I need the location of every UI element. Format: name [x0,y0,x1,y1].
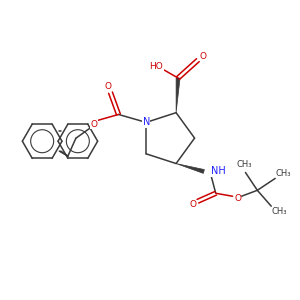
Text: N: N [142,117,150,128]
Text: CH₃: CH₃ [237,160,252,169]
Polygon shape [176,78,180,113]
Text: O: O [199,52,206,61]
Text: HO: HO [149,61,163,70]
Polygon shape [176,164,204,173]
Text: O: O [104,82,111,91]
Text: O: O [189,200,197,209]
Text: CH₃: CH₃ [275,169,291,178]
Text: O: O [90,120,97,129]
Text: CH₃: CH₃ [272,207,287,216]
Text: O: O [234,194,241,203]
Text: NH: NH [211,167,226,176]
